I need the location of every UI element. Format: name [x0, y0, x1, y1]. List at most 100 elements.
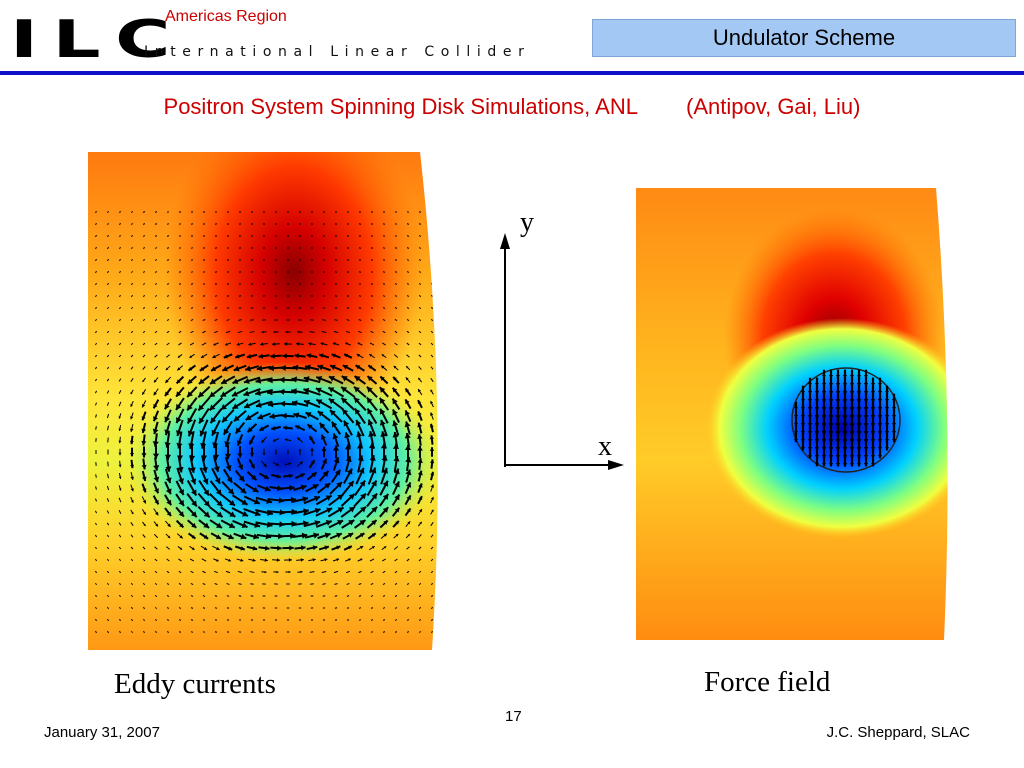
eddy-current-arrow — [430, 307, 434, 309]
eddy-current-arrow-head — [316, 399, 323, 405]
eddy-current-arrow-head — [271, 426, 276, 431]
eddy-current-arrow — [95, 402, 97, 406]
eddy-current-arrow — [418, 223, 422, 225]
eddy-current-arrow — [154, 595, 158, 597]
eddy-current-arrow-head — [241, 510, 248, 517]
eddy-current-arrow — [202, 283, 206, 285]
force-arrow-head — [877, 439, 883, 443]
eddy-current-arrow-head — [358, 467, 365, 474]
eddy-current-arrow — [394, 223, 398, 225]
eddy-current-arrow-head — [228, 558, 231, 562]
eddy-current-arrow — [406, 631, 410, 633]
force-arrow-head — [870, 431, 876, 436]
eddy-current-arrow-head — [336, 532, 342, 539]
eddy-current-arrow — [106, 283, 110, 285]
eddy-current-arrow — [118, 283, 122, 285]
eddy-current-arrow — [178, 295, 182, 297]
eddy-current-arrow — [214, 295, 218, 297]
eddy-current-arrow — [106, 378, 110, 382]
eddy-current-arrow-head — [298, 448, 302, 452]
eddy-current-arrow-head — [380, 443, 388, 449]
eddy-current-arrow — [130, 366, 134, 370]
eddy-current-arrow — [249, 571, 255, 573]
eddy-current-arrow — [142, 342, 146, 346]
eddy-current-arrow — [118, 247, 122, 249]
force-arrow-head — [892, 398, 896, 403]
eddy-current-arrow-head — [203, 500, 210, 507]
eddy-current-arrow-head — [254, 522, 261, 528]
eddy-current-arrow-head — [154, 511, 159, 516]
eddy-current-arrow-head — [405, 482, 412, 488]
force-arrow-head — [892, 438, 896, 443]
eddy-current-arrow — [166, 247, 170, 249]
eddy-current-arrow-head — [232, 378, 239, 385]
eddy-current-arrow-head — [291, 376, 298, 383]
force-arrow-head — [849, 375, 855, 379]
eddy-current-arrow-head — [211, 366, 217, 371]
eddy-current-arrow-head — [348, 558, 351, 562]
eddy-current-arrow-head — [341, 386, 348, 393]
eddy-current-arrow-head — [240, 546, 245, 551]
eddy-current-arrow — [249, 331, 255, 333]
eddy-current-arrow-head — [337, 494, 344, 501]
eddy-current-arrow — [418, 631, 422, 633]
eddy-current-arrow-head — [143, 511, 146, 515]
eddy-current-arrow — [370, 319, 374, 321]
eddy-current-arrow — [370, 259, 374, 261]
eddy-current-arrow — [94, 282, 98, 286]
eddy-current-arrow — [225, 570, 231, 574]
eddy-current-arrow-head — [371, 493, 378, 500]
eddy-current-arrow — [333, 330, 339, 334]
eddy-current-arrow-head — [341, 376, 348, 382]
eddy-current-arrow-head — [229, 500, 235, 506]
eddy-current-arrow-head — [357, 455, 364, 462]
eddy-current-arrow — [106, 631, 110, 633]
eddy-current-arrow-head — [201, 466, 208, 473]
eddy-current-arrow — [250, 319, 254, 321]
eddy-current-arrow — [154, 307, 158, 309]
eddy-current-arrow-head — [379, 397, 386, 404]
eddy-current-arrow — [154, 342, 158, 346]
eddy-current-arrow-head — [297, 330, 300, 334]
disk-outline — [791, 367, 901, 473]
eddy-current-arrow — [226, 295, 230, 297]
eddy-current-arrow — [238, 583, 242, 585]
eddy-current-arrow — [358, 319, 362, 321]
eddy-current-arrow — [226, 307, 230, 309]
eddy-current-arrow-head — [281, 412, 287, 419]
force-arrow-head — [800, 439, 806, 443]
force-arrow-head — [884, 407, 890, 411]
eddy-current-arrow-head — [357, 342, 360, 345]
eddy-current-arrow-head — [191, 522, 197, 528]
y-axis-label: y — [520, 207, 534, 238]
eddy-current-arrow — [418, 534, 422, 538]
eddy-current-arrow — [106, 294, 110, 298]
force-arrow-head — [870, 455, 876, 459]
force-arrow-head — [871, 462, 875, 467]
force-arrow-head — [821, 463, 827, 467]
eddy-current-arrow-head — [371, 506, 378, 513]
eddy-current-arrow-head — [325, 495, 332, 501]
eddy-current-arrow-head — [345, 342, 348, 346]
eddy-current-arrow — [94, 510, 98, 514]
eddy-current-arrow — [106, 306, 110, 310]
eddy-current-arrow — [130, 342, 134, 346]
force-arrow-head — [821, 439, 827, 444]
eddy-current-arrow — [214, 583, 218, 585]
eddy-current-arrow-head — [142, 499, 147, 504]
eddy-current-arrow — [178, 607, 182, 609]
eddy-current-arrow-head — [249, 453, 255, 457]
eddy-current-arrow-head — [267, 377, 273, 384]
force-arrow-head — [891, 423, 897, 427]
eddy-current-arrow — [214, 595, 218, 597]
eddy-current-arrow — [94, 318, 98, 322]
eddy-current-arrow-head — [270, 353, 275, 359]
eddy-current-arrow-head — [324, 532, 331, 539]
eddy-current-arrow-head — [292, 364, 299, 371]
eddy-current-arrow-head — [367, 376, 373, 382]
eddy-current-arrow — [190, 223, 194, 225]
eddy-current-arrow-head — [359, 520, 366, 526]
eddy-current-arrow — [418, 271, 422, 273]
eddy-current-arrow-head — [177, 466, 184, 473]
eddy-current-arrow — [382, 619, 386, 621]
